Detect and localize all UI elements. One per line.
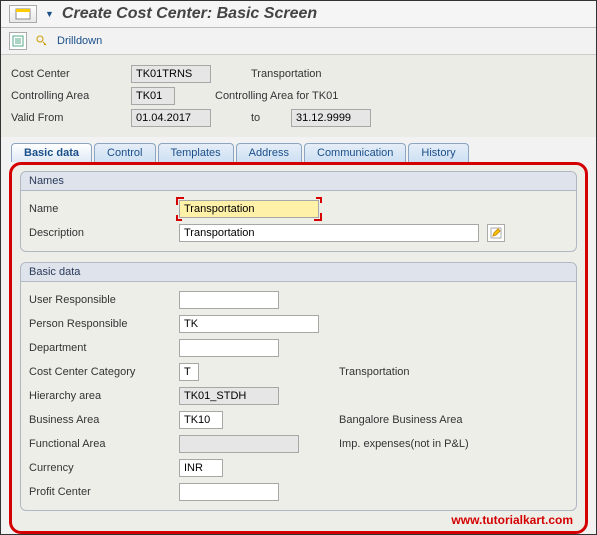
- names-group-title: Names: [21, 172, 576, 191]
- page-title: Create Cost Center: Basic Screen: [62, 5, 317, 23]
- header-fields: Cost Center Transportation Controlling A…: [1, 55, 596, 137]
- functional-area-label: Functional Area: [29, 438, 179, 450]
- tabstrip: Basic data Control Templates Address Com…: [1, 143, 596, 162]
- user-responsible-input[interactable]: [179, 291, 279, 309]
- user-responsible-label: User Responsible: [29, 294, 179, 306]
- department-label: Department: [29, 342, 179, 354]
- currency-label: Currency: [29, 462, 179, 474]
- toolbar: Drilldown: [1, 28, 596, 55]
- currency-input[interactable]: [179, 459, 223, 477]
- department-input[interactable]: [179, 339, 279, 357]
- edit-icon[interactable]: [487, 224, 505, 242]
- name-label: Name: [29, 203, 179, 215]
- tab-control[interactable]: Control: [94, 143, 155, 162]
- business-area-label: Business Area: [29, 414, 179, 426]
- window-icon: [9, 5, 37, 23]
- cost-center-category-label: Cost Center Category: [29, 366, 179, 378]
- business-area-desc: Bangalore Business Area: [339, 414, 463, 426]
- description-input[interactable]: [179, 224, 479, 242]
- cost-center-category-desc: Transportation: [339, 366, 410, 378]
- person-responsible-label: Person Responsible: [29, 318, 179, 330]
- hierarchy-area-label: Hierarchy area: [29, 390, 179, 402]
- to-label: to: [251, 112, 291, 124]
- valid-from-label: Valid From: [11, 112, 131, 124]
- watermark: www.tutorialkart.com: [451, 513, 573, 527]
- detail-icon[interactable]: [9, 32, 27, 50]
- person-responsible-input[interactable]: [179, 315, 319, 333]
- basic-data-group: Basic data User Responsible Person Respo…: [20, 262, 577, 511]
- description-label: Description: [29, 227, 179, 239]
- names-group: Names Name Description: [20, 171, 577, 252]
- valid-to-input[interactable]: [291, 109, 371, 127]
- cost-center-category-input[interactable]: [179, 363, 199, 381]
- dropdown-icon[interactable]: ▼: [45, 9, 54, 19]
- cost-center-desc: Transportation: [251, 68, 322, 80]
- cost-center-label: Cost Center: [11, 68, 131, 80]
- hierarchy-area-input[interactable]: [179, 387, 279, 405]
- business-area-input[interactable]: [179, 411, 223, 429]
- basic-data-group-title: Basic data: [21, 263, 576, 282]
- valid-from-input[interactable]: [131, 109, 211, 127]
- tab-basic-data[interactable]: Basic data: [11, 143, 92, 162]
- profit-center-input[interactable]: [179, 483, 279, 501]
- tab-communication[interactable]: Communication: [304, 143, 406, 162]
- name-input[interactable]: [179, 200, 319, 218]
- titlebar: ▼ Create Cost Center: Basic Screen: [1, 1, 596, 28]
- tab-history[interactable]: History: [408, 143, 468, 162]
- controlling-area-input[interactable]: [131, 87, 175, 105]
- tab-address[interactable]: Address: [236, 143, 302, 162]
- content-panel: Names Name Description Basic data: [9, 162, 588, 534]
- controlling-area-label: Controlling Area: [11, 90, 131, 102]
- cost-center-input[interactable]: [131, 65, 211, 83]
- controlling-area-desc: Controlling Area for TK01: [215, 90, 338, 102]
- drilldown-icon[interactable]: [33, 32, 51, 50]
- functional-area-input[interactable]: [179, 435, 299, 453]
- profit-center-label: Profit Center: [29, 486, 179, 498]
- drilldown-button[interactable]: Drilldown: [57, 35, 102, 47]
- tab-templates[interactable]: Templates: [158, 143, 234, 162]
- functional-area-desc: Imp. expenses(not in P&L): [339, 438, 469, 450]
